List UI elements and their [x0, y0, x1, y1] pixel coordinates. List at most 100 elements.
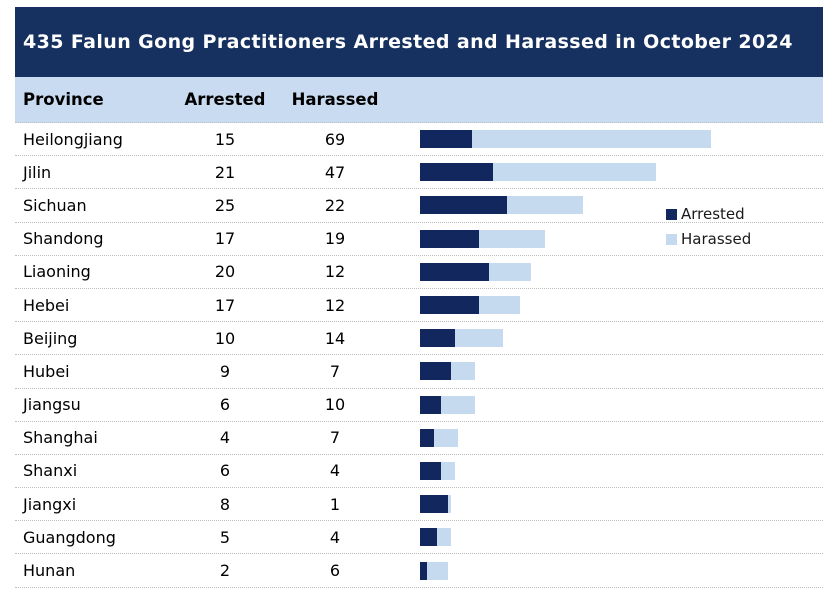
bar-cell: [385, 189, 823, 221]
bar-cell: [385, 521, 823, 553]
harassed-bar-segment: [437, 528, 452, 547]
table-body: Heilongjiang 15 69 Jilin 21 47 Sichuan 2…: [15, 123, 823, 588]
province-cell: Beijing: [23, 328, 78, 348]
arrested-cell: 9: [219, 361, 231, 381]
province-cell: Shandong: [23, 229, 104, 249]
harassed-cell: 47: [324, 162, 346, 182]
harassed-bar-segment: [478, 296, 521, 315]
harassed-cell: 22: [324, 195, 346, 215]
arrested-bar-segment: [420, 461, 441, 480]
arrested-bar-segment: [420, 362, 452, 381]
arrested-cell: 6: [219, 395, 231, 415]
table-row: Jiangxi 8 1: [15, 488, 823, 522]
chart-title: 435 Falun Gong Practitioners Arrested an…: [23, 31, 793, 53]
stacked-bar: [420, 362, 476, 381]
harassed-bar-segment: [451, 362, 476, 381]
legend-item-arrested: Arrested: [666, 205, 751, 223]
stacked-bar: [420, 262, 531, 281]
province-cell: Hunan: [23, 561, 76, 581]
bar-cell: [385, 123, 823, 155]
table-row: Shanghai 4 7: [15, 422, 823, 455]
stacked-bar: [420, 428, 459, 447]
table-row: Liaoning 20 12: [15, 256, 823, 289]
table-row: Shanxi 6 4: [15, 455, 823, 489]
harassed-cell: 14: [324, 328, 346, 348]
province-cell: Shanghai: [23, 428, 98, 448]
legend-label-arrested: Arrested: [681, 205, 745, 223]
arrested-cell: 5: [219, 527, 231, 547]
stacked-bar: [420, 229, 545, 248]
arrested-bar-segment: [420, 296, 479, 315]
table-row: Guangdong 5 4: [15, 521, 823, 555]
table-row: Hubei 9 7: [15, 355, 823, 389]
harassed-bar-segment: [440, 461, 455, 480]
bar-cell: [385, 488, 823, 520]
harassed-cell: 12: [324, 262, 346, 282]
harassed-bar-segment: [426, 561, 448, 580]
harassed-bar-segment: [471, 130, 712, 149]
arrested-cell: 8: [219, 494, 231, 514]
harassed-bar-segment: [454, 329, 504, 348]
stacked-bar: [420, 528, 452, 547]
harassed-bar-segment: [492, 163, 656, 182]
arrested-bar-segment: [420, 196, 507, 215]
province-cell: Sichuan: [23, 195, 87, 215]
province-cell: Hubei: [23, 361, 70, 381]
harassed-bar-segment: [506, 196, 583, 215]
stacked-bar: [420, 196, 583, 215]
chart-content: 435 Falun Gong Practitioners Arrested an…: [15, 7, 823, 588]
bar-cell: [385, 422, 823, 454]
table-row: Beijing 10 14: [15, 322, 823, 356]
column-header-arrested: Arrested: [184, 90, 266, 109]
stacked-bar: [420, 461, 455, 480]
province-cell: Jiangxi: [23, 494, 77, 514]
table-row: Shandong 17 19: [15, 223, 823, 256]
harassed-bar-segment: [447, 495, 452, 514]
arrested-bar-segment: [420, 561, 427, 580]
stacked-bar: [420, 130, 712, 149]
bar-cell: [385, 256, 823, 288]
bar-cell: [385, 322, 823, 354]
harassed-bar-segment: [489, 262, 531, 281]
harassed-cell: 6: [329, 561, 341, 581]
arrested-bar-segment: [420, 395, 441, 414]
stacked-bar: [420, 495, 452, 514]
arrested-cell: 21: [214, 162, 236, 182]
stacked-bar: [420, 395, 476, 414]
table-row: Hunan 2 6: [15, 554, 823, 588]
harassed-swatch-icon: [666, 233, 677, 245]
arrested-cell: 15: [214, 129, 236, 149]
bar-cell: [385, 355, 823, 387]
arrested-cell: 4: [219, 428, 231, 448]
harassed-cell: 7: [329, 428, 341, 448]
stacked-bar: [420, 561, 448, 580]
arrested-bar-segment: [420, 495, 448, 514]
harassed-bar-segment: [478, 229, 545, 248]
bar-cell: [385, 554, 823, 586]
table-row: Hebei 17 12: [15, 289, 823, 323]
harassed-cell: 10: [324, 395, 346, 415]
arrested-bar-segment: [420, 229, 479, 248]
harassed-cell: 4: [329, 527, 341, 547]
column-header-harassed: Harassed: [291, 90, 379, 109]
stacked-bar: [420, 163, 656, 182]
arrested-cell: 10: [214, 328, 236, 348]
arrested-cell: 2: [219, 561, 231, 581]
province-cell: Hebei: [23, 295, 70, 315]
legend-label-harassed: Harassed: [681, 230, 752, 248]
harassed-cell: 69: [324, 129, 346, 149]
province-cell: Shanxi: [23, 461, 78, 481]
bar-cell: [385, 223, 823, 255]
arrested-bar-segment: [420, 428, 434, 447]
province-cell: Heilongjiang: [23, 129, 123, 149]
province-cell: Jilin: [23, 162, 52, 182]
harassed-bar-segment: [440, 395, 476, 414]
harassed-cell: 7: [329, 361, 341, 381]
table-row: Jiangsu 6 10: [15, 389, 823, 422]
harassed-cell: 12: [324, 295, 346, 315]
harassed-cell: 19: [324, 229, 346, 249]
legend-item-harassed: Harassed: [666, 230, 752, 248]
province-cell: Liaoning: [23, 262, 91, 282]
arrested-bar-segment: [420, 163, 493, 182]
harassed-cell: 4: [329, 461, 341, 481]
